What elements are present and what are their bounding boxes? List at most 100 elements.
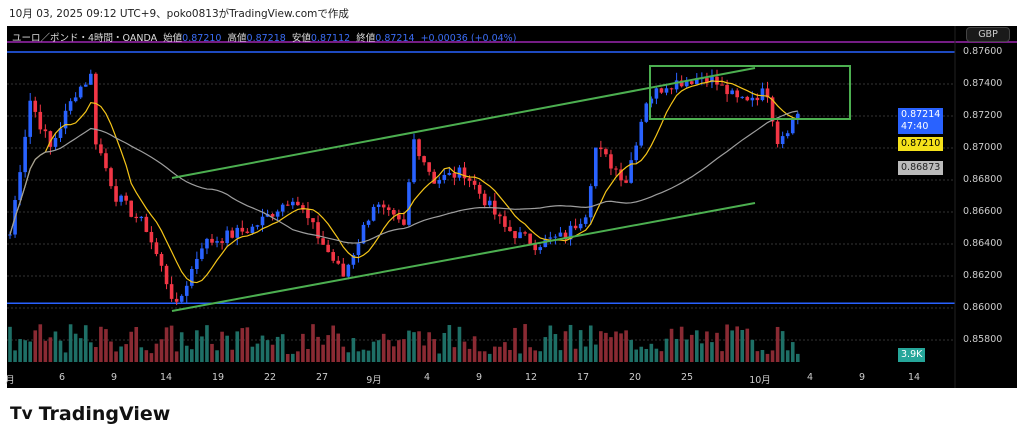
candle-body [8, 234, 12, 236]
candle-body [306, 209, 310, 219]
volume-bar [129, 331, 133, 362]
candle-body [381, 204, 386, 208]
candle-body [184, 285, 189, 296]
volume-bar [321, 344, 325, 362]
volume-bar [361, 349, 366, 362]
volume-bar [604, 332, 608, 362]
volume-bar [260, 335, 265, 362]
volume-bar [674, 338, 679, 362]
candle-body [260, 216, 265, 226]
candle-body [503, 216, 507, 227]
ma-slow-tag: 0.86873 [898, 161, 944, 175]
tradingview-logo[interactable]: 𝗧𝘃 TradingView [10, 403, 170, 425]
volume-bar [78, 338, 83, 362]
candle-body [366, 220, 371, 225]
candle-body [371, 206, 376, 221]
candle-body [523, 232, 527, 234]
candle-body [164, 265, 169, 285]
price-axis-label: 0.87000 [963, 142, 1003, 153]
candle-body [326, 244, 330, 253]
candle-body [573, 225, 578, 229]
volume-bar [498, 346, 502, 362]
volume-bar [472, 336, 477, 362]
volume-bar [609, 337, 613, 362]
price-chart[interactable] [7, 26, 1017, 388]
candle-body [200, 248, 204, 259]
candle-body [750, 97, 755, 101]
volume-bar [89, 342, 93, 362]
candle-body [124, 195, 128, 201]
price-axis-label: 0.86800 [963, 174, 1003, 185]
volume-bar [149, 353, 154, 362]
candle-body [33, 100, 38, 112]
candle-body [755, 97, 760, 101]
volume-bar [518, 353, 522, 362]
candle-body [341, 263, 346, 277]
candle-body [250, 226, 255, 233]
candle-body [129, 200, 133, 217]
candle-body [538, 247, 543, 251]
volume-bar [109, 341, 113, 362]
volume-bar [624, 330, 628, 362]
candle-body [583, 217, 588, 224]
volume-bar [669, 328, 674, 362]
chart-panel[interactable] [7, 26, 1017, 388]
open-label: 始値 [163, 33, 183, 44]
candle-body [270, 214, 275, 217]
volume-bar [270, 344, 275, 362]
time-axis-label: 9 [475, 372, 483, 383]
volume-bar [528, 347, 532, 362]
candle-body [296, 201, 300, 206]
candle-body [740, 96, 745, 98]
candle-body [796, 113, 800, 120]
volume-bar [447, 325, 452, 362]
currency-button[interactable]: GBP [966, 27, 1010, 42]
close-value: 0.87214 [375, 33, 415, 44]
volume-bar [664, 338, 669, 362]
volume-bar [326, 335, 330, 362]
volume-bar [169, 325, 174, 362]
candle-body [422, 156, 426, 163]
volume-bar [700, 343, 704, 362]
price-axis-label: 0.85800 [963, 334, 1003, 345]
candle-body [68, 101, 73, 111]
candle-body [58, 128, 63, 138]
volume-bar [346, 352, 351, 362]
time-axis-label: 25 [680, 372, 694, 383]
volume-bar [144, 350, 149, 362]
candle-body [169, 284, 174, 299]
volume-bar [99, 326, 103, 362]
candle-body [190, 268, 194, 286]
volume-bar [493, 346, 497, 362]
candle-body [215, 241, 219, 243]
volume-bar [200, 336, 204, 362]
candle-body [775, 121, 780, 145]
candle-body [558, 232, 563, 237]
volume-bar [33, 330, 38, 362]
candle-body [53, 137, 58, 147]
tv-logo-icon: 𝗧𝘃 [10, 404, 33, 424]
volume-bar [230, 349, 234, 362]
volume-bar [432, 339, 436, 362]
volume-bar [765, 353, 770, 362]
volume-bar [28, 341, 32, 362]
volume-bar [311, 324, 315, 362]
time-axis-label: 4 [423, 372, 431, 383]
volume-bar [402, 339, 406, 362]
volume-bar [215, 350, 219, 362]
candle-body [679, 80, 684, 87]
volume-bar [538, 351, 543, 362]
volume-bar [296, 351, 300, 362]
volume-bar [392, 346, 396, 362]
volume-bar [644, 348, 649, 362]
volume-bar [503, 342, 507, 362]
candle-body [220, 241, 224, 243]
candle-body [629, 160, 633, 183]
volume-bar [583, 346, 588, 362]
candle-body [402, 219, 406, 225]
volume-bar [205, 325, 209, 362]
candle-body [316, 222, 320, 239]
volume-bar [397, 340, 401, 362]
price-axis-label: 0.87200 [963, 110, 1003, 121]
volume-bar [245, 327, 250, 362]
